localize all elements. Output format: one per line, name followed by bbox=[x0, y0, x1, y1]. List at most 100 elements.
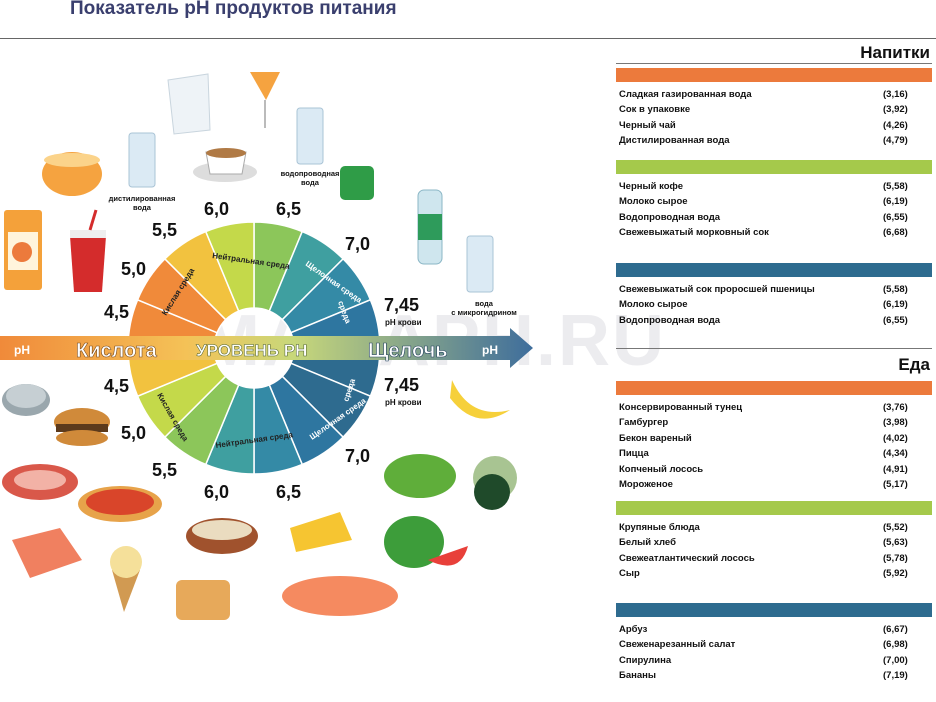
food-group-bar bbox=[616, 501, 932, 515]
food-row: Арбуз (6,67) bbox=[619, 624, 919, 639]
drinks-item-value: (3,16) bbox=[883, 89, 908, 100]
drinks-row: Черный кофе (5,58) bbox=[619, 181, 919, 196]
food-item-value: (5,78) bbox=[883, 552, 908, 564]
drinks-item-name: Молоко сырое bbox=[619, 299, 688, 311]
food-item-name: Свеженарезанный салат bbox=[619, 639, 736, 651]
drinks-item-name: Водопроводная вода bbox=[619, 211, 721, 223]
food-item-value: (4,34) bbox=[883, 448, 908, 460]
ph-bottom-5-5: 5,5 bbox=[152, 460, 177, 480]
drinks-group-bar bbox=[616, 68, 932, 82]
lettuce-icon bbox=[384, 454, 456, 498]
wheel-sectors bbox=[127, 221, 381, 475]
pizza-icon bbox=[78, 486, 162, 522]
food-item-value: (5,17) bbox=[883, 479, 908, 490]
drinks-row: Черный чай (4,26) bbox=[619, 120, 919, 135]
drinks-item-name: Водопроводная вода bbox=[619, 314, 721, 326]
ph-bottom-5-0: 5,0 bbox=[121, 423, 146, 443]
ph-top-6-5: 6,5 bbox=[276, 199, 301, 219]
food-heading: Еда bbox=[898, 355, 930, 374]
ice-cream-icon bbox=[110, 546, 142, 612]
drinks-item-value: (6,19) bbox=[883, 196, 908, 208]
title-divider bbox=[0, 38, 936, 39]
drinks-row: Водопроводная вода (6,55) bbox=[619, 212, 919, 227]
ph-top-6-0: 6,0 bbox=[204, 199, 229, 219]
food-row: Сыр (5,92) bbox=[619, 568, 919, 583]
green-mug-icon bbox=[340, 166, 374, 200]
food-group-bar bbox=[616, 381, 932, 395]
drinks-row: Сок в упаковке (3,92) bbox=[619, 104, 919, 119]
food-row: Бекон вареный (4,02) bbox=[619, 433, 919, 448]
food-item-value: (5,63) bbox=[883, 537, 908, 549]
food-item-value: (4,02) bbox=[883, 432, 908, 444]
ph-top-7-45: 7,45 bbox=[384, 295, 419, 315]
food-row: Бананы (7,19) bbox=[619, 670, 919, 685]
food-item-value: (7,00) bbox=[883, 654, 908, 666]
drinks-item-name: Молоко сырое bbox=[619, 196, 688, 208]
soda-cup-icon bbox=[70, 209, 106, 292]
drinks-item-value: (6,19) bbox=[883, 299, 908, 311]
food-row: Свеженарезанный салат (6,98) bbox=[619, 639, 919, 654]
distilled-label: дистилированная вода bbox=[109, 194, 176, 212]
food-item-name: Свежеатлантический лосось bbox=[619, 552, 755, 564]
banana-icon bbox=[450, 380, 510, 419]
drinks-row: Дистилированная вода (4,79) bbox=[619, 135, 919, 150]
drinks-group-bar bbox=[616, 263, 932, 277]
salmon-fillet-icon bbox=[12, 528, 82, 578]
spirulina-icon bbox=[474, 474, 510, 510]
ph-top-7-0: 7,0 bbox=[345, 234, 370, 254]
porridge-bowl-icon bbox=[186, 518, 258, 554]
drinks-item-value: (5,58) bbox=[883, 284, 908, 295]
food-item-value: (7,19) bbox=[883, 670, 908, 682]
food-item-name: Гамбургер bbox=[619, 417, 669, 429]
drinks-item-name: Сок в упаковке bbox=[619, 104, 691, 116]
food-divider bbox=[616, 348, 932, 349]
drinks-item-name: Черный чай bbox=[619, 119, 676, 131]
wheel-sector bbox=[204, 221, 255, 313]
drinks-item-value: (6,55) bbox=[883, 314, 908, 326]
drinks-item-value: (4,26) bbox=[883, 119, 908, 131]
food-item-value: (5,52) bbox=[883, 522, 908, 533]
ph-top-5-0: 5,0 bbox=[121, 259, 146, 279]
cheese-icon bbox=[290, 512, 352, 552]
drinks-divider bbox=[616, 63, 932, 64]
food-item-name: Консервированный тунец bbox=[619, 402, 743, 413]
food-row: Крупяные блюда (5,52) bbox=[619, 522, 919, 537]
food-row: Свежеатлантический лосось (5,78) bbox=[619, 553, 919, 568]
bacon-icon bbox=[2, 464, 78, 500]
ph-blood-top: pH крови bbox=[385, 318, 422, 327]
micro-water-glass-icon bbox=[466, 235, 494, 293]
food-item-name: Арбуз bbox=[619, 624, 648, 635]
cocktail-glass-icon bbox=[250, 72, 280, 128]
food-item-value: (6,98) bbox=[883, 639, 908, 651]
tea-cup-icon bbox=[42, 152, 102, 196]
page-title: Показатель pH продуктов питания bbox=[70, 0, 397, 19]
food-item-name: Крупяные блюда bbox=[619, 522, 700, 533]
salmon-plate-icon bbox=[282, 576, 398, 616]
drinks-item-value: (3,92) bbox=[883, 104, 908, 116]
drinks-item-name: Сладкая газированная вода bbox=[619, 89, 752, 100]
drinks-row: Свежевыжатый морковный сок (6,68) bbox=[619, 227, 919, 242]
food-item-name: Пицца bbox=[619, 448, 649, 460]
food-item-value: (4,91) bbox=[883, 463, 908, 475]
juice-box-icon bbox=[4, 210, 42, 290]
ph-bottom-6-5: 6,5 bbox=[276, 482, 301, 502]
drinks-heading: Напитки bbox=[860, 43, 930, 62]
drinks-group-bar bbox=[616, 160, 932, 174]
ph-bottom-4-5: 4,5 bbox=[104, 376, 129, 396]
food-row: Консервированный тунец (3,76) bbox=[619, 402, 919, 417]
drinks-item-name: Свежевыжатый морковный сок bbox=[619, 227, 769, 239]
distilled-water-glass-icon bbox=[128, 132, 156, 188]
food-row: Мороженое (5,17) bbox=[619, 479, 919, 494]
food-row: Гамбургер (3,98) bbox=[619, 417, 919, 432]
axis-acid-label: Кислота bbox=[76, 340, 158, 362]
ph-top-5-5: 5,5 bbox=[152, 220, 177, 240]
food-item-name: Бекон вареный bbox=[619, 432, 692, 444]
food-item-name: Спирулина bbox=[619, 654, 672, 666]
food-row: Белый хлеб (5,63) bbox=[619, 537, 919, 552]
axis-center-label: УРОВЕНЬ PH bbox=[196, 341, 307, 360]
drinks-item-name: Дистилированная вода bbox=[619, 135, 730, 147]
food-item-name: Мороженое bbox=[619, 479, 673, 490]
drinks-item-value: (6,68) bbox=[883, 227, 908, 239]
drinks-row: Водопроводная вода (6,55) bbox=[619, 315, 919, 330]
food-row: Спирулина (7,00) bbox=[619, 655, 919, 670]
